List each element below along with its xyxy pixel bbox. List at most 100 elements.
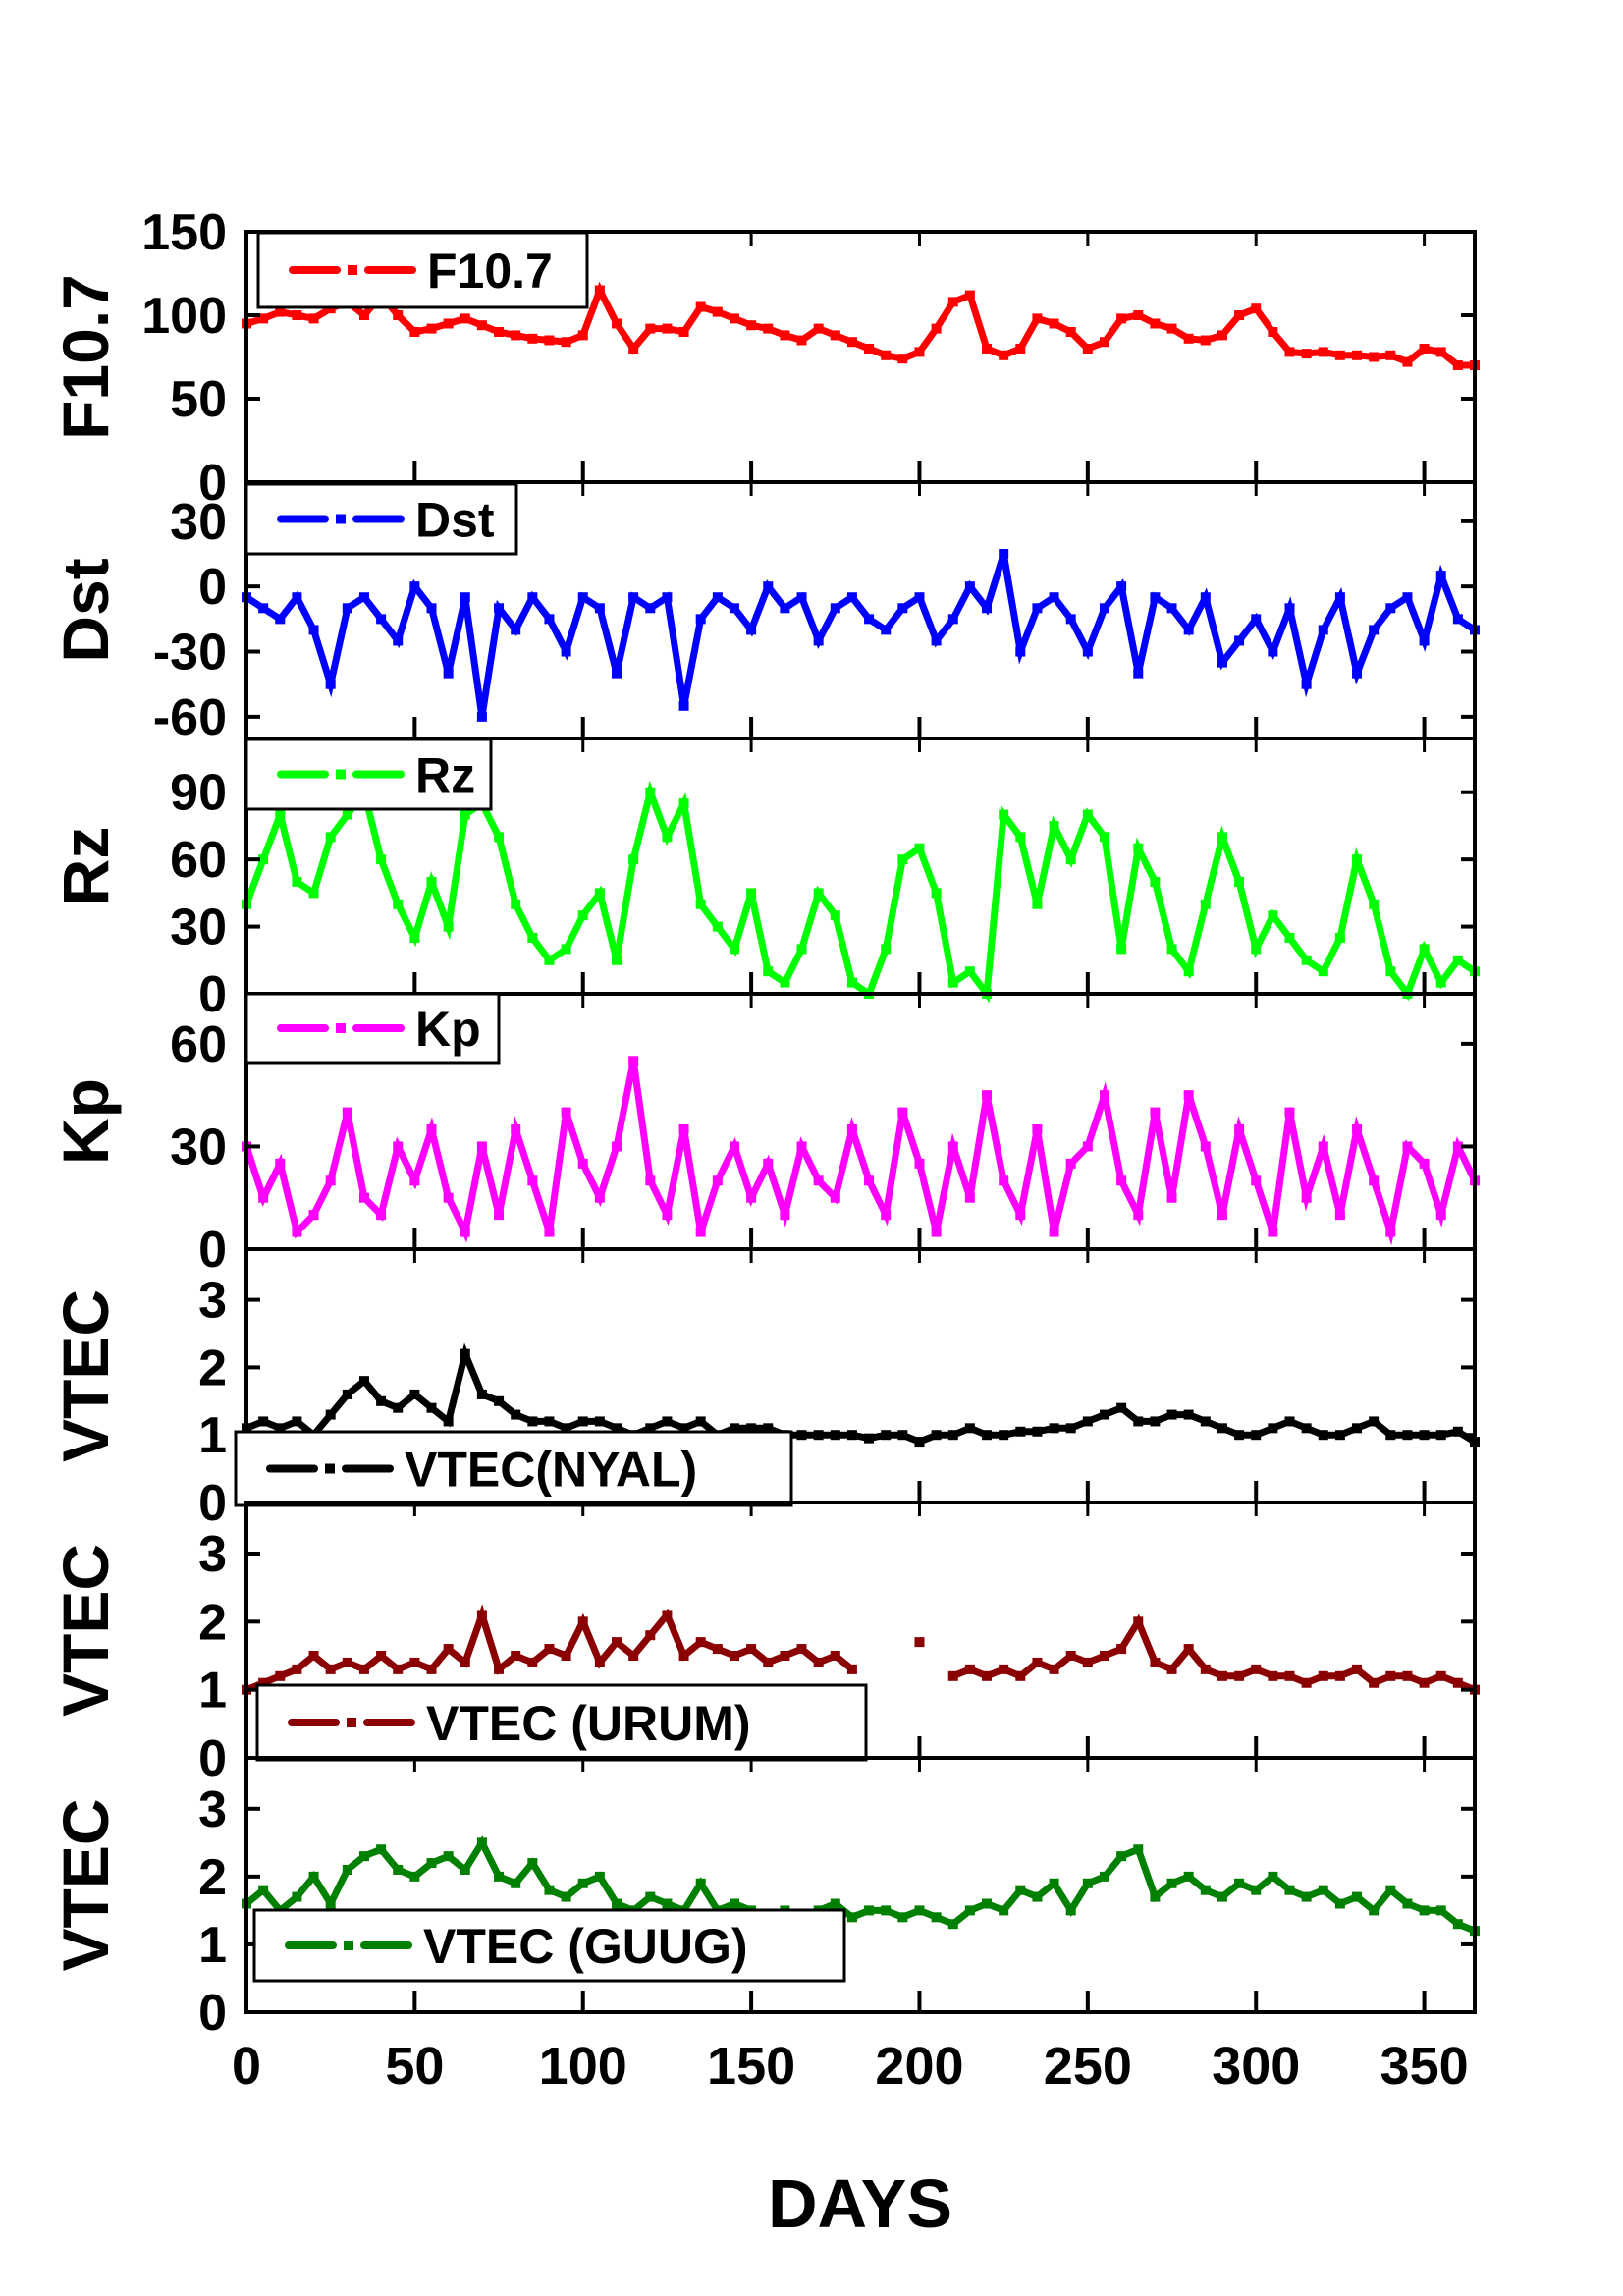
data-point — [1234, 635, 1245, 646]
data-point — [1268, 1871, 1278, 1882]
data-point — [612, 955, 622, 965]
data-point — [813, 888, 824, 899]
data-point — [1385, 1227, 1396, 1237]
data-point — [494, 1664, 505, 1674]
data-point — [662, 323, 673, 334]
data-point — [292, 1227, 302, 1237]
legend-label: VTEC (GUUG) — [423, 1919, 748, 1974]
data-point — [358, 1664, 369, 1674]
data-point — [1015, 832, 1026, 843]
data-point — [544, 1416, 555, 1427]
data-point — [746, 888, 757, 899]
data-point — [931, 635, 942, 646]
data-point — [1150, 592, 1161, 603]
data-point — [1015, 1670, 1026, 1681]
data-point — [830, 1651, 840, 1661]
data-point — [443, 668, 454, 679]
data-point — [1032, 1891, 1043, 1902]
data-point — [1268, 1227, 1278, 1237]
data-point — [964, 1192, 975, 1203]
data-point — [813, 1657, 824, 1667]
legend-swatch — [348, 265, 357, 275]
data-point — [494, 1395, 505, 1406]
legend-swatch — [336, 514, 346, 524]
data-point — [511, 330, 521, 341]
legend-label: Dst — [415, 493, 495, 548]
data-point — [729, 1651, 739, 1661]
data-point — [1419, 944, 1430, 955]
y-axis-label: VTEC — [49, 1544, 122, 1717]
data-point — [645, 603, 656, 614]
data-point — [1234, 1430, 1245, 1441]
data-point — [1334, 932, 1345, 943]
data-point — [1369, 1905, 1380, 1916]
data-point — [1133, 1616, 1144, 1627]
data-point — [897, 1107, 908, 1118]
data-point — [594, 1871, 605, 1882]
data-point — [931, 323, 942, 334]
data-point — [292, 1891, 302, 1902]
data-point — [964, 1423, 975, 1434]
data-point — [746, 625, 757, 635]
data-point — [1150, 1107, 1161, 1118]
data-point — [813, 323, 824, 334]
data-point — [1082, 1416, 1093, 1427]
data-point — [914, 843, 925, 853]
data-point — [763, 1423, 774, 1434]
y-tick-label: 30 — [170, 494, 227, 551]
y-tick-label: 30 — [170, 900, 227, 957]
data-point — [1183, 966, 1194, 977]
data-point — [426, 603, 437, 614]
data-point — [982, 1430, 993, 1441]
data-point — [409, 1657, 420, 1667]
data-point — [964, 1664, 975, 1674]
data-point — [695, 614, 706, 625]
data-point — [645, 1175, 656, 1186]
data-point — [511, 899, 521, 909]
data-point — [1268, 327, 1278, 337]
data-point — [881, 1430, 892, 1441]
data-point — [864, 1175, 875, 1186]
data-point — [1385, 966, 1396, 977]
data-point — [1065, 1905, 1076, 1916]
data-point — [292, 1416, 302, 1427]
data-point — [1318, 1670, 1328, 1681]
data-point — [275, 614, 286, 625]
data-point — [577, 592, 588, 603]
data-point — [308, 888, 319, 899]
data-point — [544, 1227, 555, 1237]
data-point — [1452, 1677, 1463, 1688]
legend-label: F10.7 — [427, 244, 553, 299]
data-point — [763, 323, 774, 334]
data-point — [494, 1210, 505, 1221]
data-point — [1200, 335, 1211, 346]
data-point — [342, 603, 352, 614]
data-point — [577, 1616, 588, 1627]
data-point — [1082, 1657, 1093, 1667]
data-point — [999, 350, 1009, 360]
data-point — [1217, 1210, 1227, 1221]
y-tick-label: 150 — [141, 204, 227, 261]
legend: VTEC (URUM) — [255, 1683, 868, 1762]
data-point — [1133, 1210, 1144, 1221]
data-point — [1402, 1430, 1413, 1441]
data-point — [1334, 1210, 1345, 1221]
data-point — [612, 1141, 622, 1152]
legend: F10.7 — [256, 231, 589, 309]
data-point — [594, 1416, 605, 1427]
data-point — [511, 1651, 521, 1661]
data-point — [1334, 1430, 1345, 1441]
data-point — [1435, 571, 1446, 581]
legend-label: Kp — [415, 1002, 481, 1057]
data-point — [1032, 313, 1043, 324]
data-point — [460, 1864, 470, 1875]
data-point — [1284, 1107, 1295, 1118]
y-tick-label: 0 — [198, 1985, 227, 2042]
data-point — [947, 1141, 958, 1152]
x-tick-label: 250 — [1044, 2037, 1132, 2096]
data-point — [645, 323, 656, 334]
y-tick-label: 0 — [198, 1730, 227, 1787]
data-point — [393, 310, 404, 320]
data-point — [1015, 1426, 1026, 1437]
data-point — [527, 1416, 538, 1427]
